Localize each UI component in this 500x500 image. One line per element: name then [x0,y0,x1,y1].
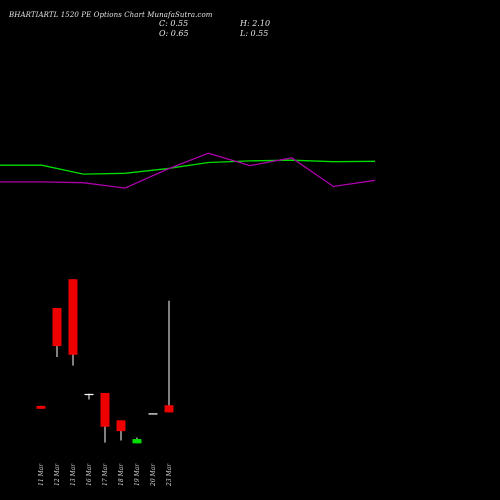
x-tick-label: 18 Mar [118,463,125,486]
candle-23-mar [164,300,174,413]
purple-overlay-line [0,152,376,189]
candle-body [100,392,110,427]
candle-layer [36,279,174,444]
date-label-layer: 11 Mar 12 Mar 13 Mar 16 Mar 17 Mar 18 Mar 19 M… [38,463,173,487]
open-value: O: 0.65 [159,29,189,38]
x-tick-label: 13 Mar [70,463,77,486]
candle-20-mar [148,413,158,415]
high-value: H: 2.10 [240,19,271,28]
x-tick-label: 12 Mar [54,463,61,486]
candle-body [84,393,94,396]
candle-13-mar [68,279,78,366]
x-tick-label: 16 Mar [86,463,93,486]
green-overlay-line [0,159,376,175]
candle-body [132,439,142,444]
candle-body [36,405,46,409]
close-value: C: 0.55 [159,19,189,28]
candle-19-mar [132,437,142,444]
x-tick-label: 19 Mar [134,463,141,486]
candle-body [148,413,158,415]
x-tick-label: 23 Mar [166,463,173,487]
x-tick-label: 17 Mar [102,463,109,486]
x-tick-label: 20 Mar [150,463,157,487]
low-value: L: 0.55 [240,29,269,38]
candle-16-mar [84,393,94,400]
chart-title: BHARTIARTL 1520 PE Options Chart MunafaS… [9,11,213,19]
candle-body [68,279,78,355]
candle-17-mar [100,392,110,443]
candle-body [52,308,62,347]
x-tick-label: 11 Mar [38,463,45,486]
overlay-layer [0,152,376,189]
candle-12-mar [52,308,62,357]
candle-11-mar [36,405,46,409]
candle-body [116,420,126,432]
candle-body [164,405,174,413]
candle-18-mar [116,420,126,441]
